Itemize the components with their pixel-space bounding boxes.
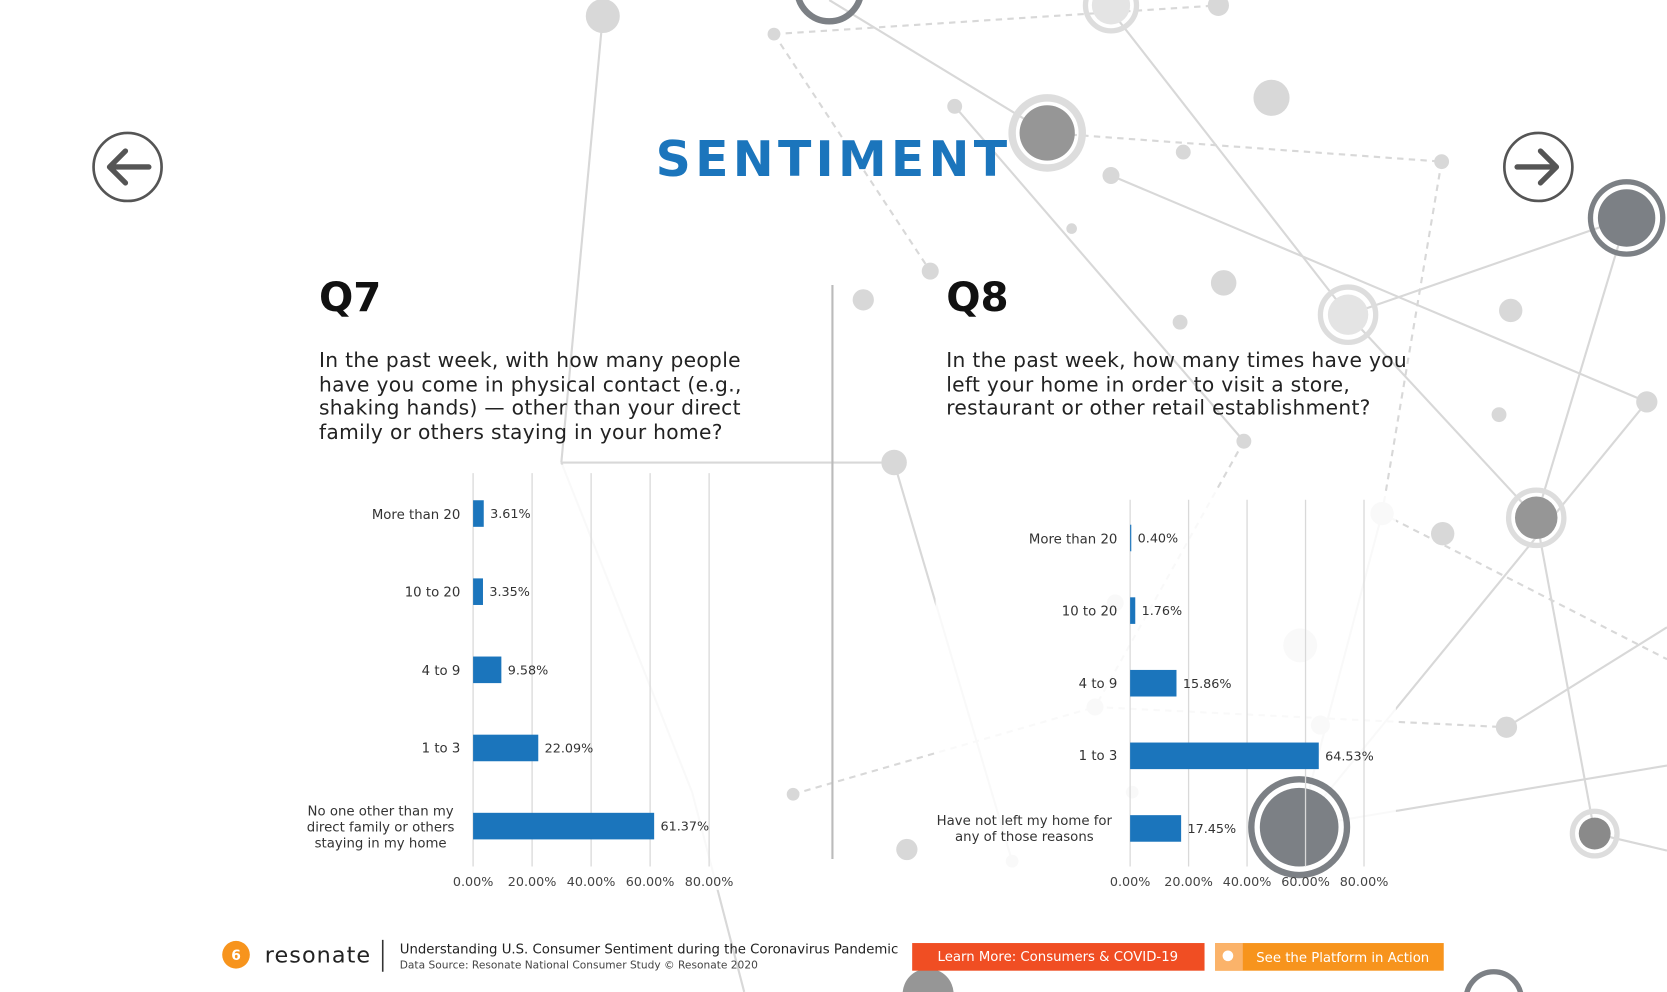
category-label: Have not left my home for any of those r… (936, 812, 1113, 845)
ring-decoration (1248, 776, 1351, 879)
category-row: No one other than my direct family or ot… (301, 800, 460, 853)
category-row: 1 to 3 (931, 729, 1118, 782)
bar (1130, 669, 1177, 697)
bar (473, 656, 502, 684)
category-row: 4 to 9 (301, 643, 461, 696)
bar (473, 812, 655, 840)
bar (1130, 597, 1136, 624)
slide-title: SENTIMENT (656, 131, 1012, 188)
x-tick-label: 40.00% (1223, 875, 1272, 890)
category-box: 1 to 3 (931, 729, 1118, 782)
category-box: 4 to 9 (931, 657, 1118, 710)
footer: 6 resonate Understanding U.S. Consumer S… (222, 939, 1444, 972)
logo: resonate (265, 942, 371, 968)
learn-more-button[interactable]: Learn More: Consumers & COVID-19 (912, 943, 1205, 971)
category-row: Have not left my home for any of those r… (931, 802, 1117, 855)
category-box: More than 20 (931, 511, 1118, 564)
x-tick-label: 20.00% (1164, 875, 1213, 890)
value-label: 64.53% (1325, 749, 1374, 764)
x-tick-label: 80.00% (1340, 875, 1389, 890)
question: In the past week, with how many people h… (318, 348, 742, 444)
category-box: 1 to 3 (301, 721, 461, 774)
x-tick-label: 0.00% (1110, 875, 1151, 890)
category-label: 10 to 20 (1061, 602, 1118, 619)
x-tick-label: 60.00% (1281, 875, 1330, 890)
value-label: 0.40% (1138, 532, 1179, 547)
bar (473, 500, 484, 527)
value-label: 9.58% (508, 663, 549, 678)
category-label: More than 20 (1028, 530, 1118, 546)
x-tick-label: 80.00% (685, 875, 734, 890)
charts: 0.00% 20.00% 40.00% 60.00% 80.00% More than 2… (301, 473, 1389, 890)
chart-title: Q7 (319, 274, 381, 321)
x-tick-label: 20.00% (508, 875, 557, 890)
category-row: More than 20 (301, 487, 461, 540)
category-box: 10 to 20 (931, 584, 1118, 637)
next-button[interactable] (1503, 131, 1574, 203)
category-box: 10 to 20 (301, 565, 461, 618)
category-label: No one other than my direct family or ot… (306, 802, 455, 851)
value-label: 15.86% (1183, 677, 1232, 692)
category-label: 1 to 3 (421, 739, 461, 756)
prev-button[interactable] (92, 131, 163, 203)
category-row: 1 to 3 (301, 721, 461, 774)
question: In the past week, how many times have yo… (946, 348, 1408, 420)
category-box: Have not left my home for any of those r… (931, 802, 1117, 855)
button-label[interactable]: Learn More: Consumers & COVID-19 (938, 950, 1179, 965)
x-tick-label: 0.00% (453, 875, 494, 890)
value-label: 17.45% (1188, 822, 1237, 837)
category-row: 4 to 9 (931, 657, 1118, 710)
question-box: In the past week, how many times have yo… (946, 348, 1408, 420)
bar (473, 734, 539, 762)
platform-button[interactable]: See the Platform in Action (1215, 943, 1444, 971)
bar (1130, 742, 1319, 770)
category-box: No one other than my direct family or ot… (301, 800, 460, 853)
category-label: More than 20 (371, 505, 461, 522)
category-row: More than 20 (931, 511, 1118, 564)
footer-heading: Understanding U.S. Consumer Sentiment du… (400, 942, 899, 957)
category-box: More than 20 (301, 487, 461, 540)
x-tick-label: 60.00% (626, 875, 675, 890)
category-label: 10 to 20 (404, 583, 461, 600)
category-label: 4 to 9 (1078, 675, 1118, 692)
value-label: 22.09% (545, 742, 594, 757)
category-row: 10 to 20 (301, 565, 461, 618)
value-label: 61.37% (661, 820, 710, 835)
chart-title: Q8 (946, 274, 1008, 321)
value-label: 1.76% (1142, 604, 1183, 619)
value-label: 3.61% (490, 507, 531, 522)
page-badge (222, 940, 250, 969)
x-tick-label: 40.00% (567, 875, 616, 890)
category-box: 4 to 9 (301, 643, 461, 696)
question-box: In the past week, with how many people h… (318, 348, 742, 444)
category-label: 1 to 3 (1078, 747, 1118, 764)
footer-source: Data Source: Resonate National Consumer … (400, 958, 758, 971)
category-row: 10 to 20 (931, 584, 1118, 637)
button-label[interactable]: See the Platform in Action (1256, 951, 1429, 966)
value-label: 3.35% (489, 585, 530, 600)
bar (1130, 815, 1182, 842)
bar (1130, 524, 1132, 552)
page-number: 6 (231, 948, 241, 964)
bar (473, 578, 483, 605)
category-label: 4 to 9 (421, 661, 461, 678)
